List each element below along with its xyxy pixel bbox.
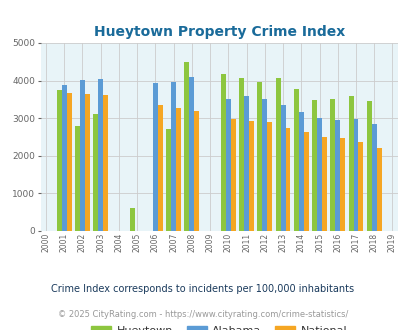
Bar [166, 129, 171, 231]
Bar [230, 119, 235, 231]
Bar [98, 79, 103, 231]
Bar [285, 128, 290, 231]
Bar [176, 108, 181, 231]
Text: Crime Index corresponds to incidents per 100,000 inhabitants: Crime Index corresponds to incidents per… [51, 284, 354, 294]
Legend: Hueytown, Alabama, National: Hueytown, Alabama, National [87, 321, 351, 330]
Bar [103, 95, 108, 231]
Bar [335, 120, 339, 231]
Bar [275, 78, 280, 231]
Bar [321, 137, 326, 231]
Bar [130, 209, 134, 231]
Bar [303, 132, 308, 231]
Bar [257, 82, 262, 231]
Bar [220, 74, 225, 231]
Title: Hueytown Property Crime Index: Hueytown Property Crime Index [94, 25, 344, 39]
Bar [316, 118, 321, 231]
Bar [280, 105, 285, 231]
Bar [293, 89, 298, 231]
Bar [66, 92, 71, 231]
Bar [239, 78, 243, 231]
Bar [243, 96, 248, 231]
Bar [371, 124, 376, 231]
Bar [311, 100, 316, 231]
Bar [262, 99, 266, 231]
Bar [248, 121, 254, 231]
Bar [366, 101, 371, 231]
Bar [330, 99, 335, 231]
Bar [171, 82, 176, 231]
Bar [225, 99, 230, 231]
Bar [348, 96, 353, 231]
Bar [153, 83, 158, 231]
Bar [358, 142, 362, 231]
Bar [75, 126, 80, 231]
Bar [62, 85, 66, 231]
Bar [57, 90, 62, 231]
Bar [80, 80, 85, 231]
Bar [298, 112, 303, 231]
Bar [194, 111, 199, 231]
Bar [353, 119, 358, 231]
Bar [184, 62, 189, 231]
Bar [85, 94, 90, 231]
Bar [266, 122, 271, 231]
Bar [93, 115, 98, 231]
Text: © 2025 CityRating.com - https://www.cityrating.com/crime-statistics/: © 2025 CityRating.com - https://www.city… [58, 310, 347, 319]
Bar [189, 77, 194, 231]
Bar [376, 148, 381, 231]
Bar [158, 105, 162, 231]
Bar [339, 139, 344, 231]
